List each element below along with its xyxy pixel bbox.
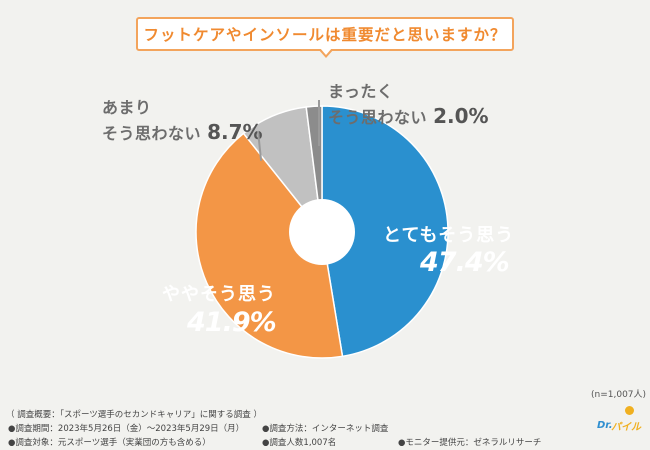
title-pointer-inner xyxy=(320,48,332,55)
slice-label-not-much-line2: そう思わない xyxy=(102,124,202,143)
slice-very-much xyxy=(321,105,449,358)
slice-somewhat xyxy=(195,132,344,359)
logo-text-a: Dr. xyxy=(597,420,613,431)
slice-label-somewhat: ややそう思う xyxy=(162,284,276,305)
slice-label-very-much: とてもそう思う xyxy=(383,225,515,246)
slice-label-not-at-all-line1: まったく xyxy=(328,82,394,101)
footer-overview: （ 調査概要：「スポーツ選手のセカンドキャリア」に関する調査 ） xyxy=(6,410,262,420)
slice-pct-very-much: 47.4% xyxy=(420,247,510,278)
sample-size: (n=1,007人) xyxy=(591,390,647,400)
slice-pct-somewhat: 41.9% xyxy=(187,307,277,338)
logo-text-b: パイル xyxy=(611,422,641,433)
slice-label-not-at-all-line2: そう思わない xyxy=(328,108,428,127)
footer-count: ●調査人数1,007名 xyxy=(262,438,337,448)
slice-label-not-much-line2-wrap: そう思わない 8.7% xyxy=(102,120,263,146)
slice-label-not-at-all-line2-wrap: そう思わない 2.0% xyxy=(328,104,489,130)
chart-title: フットケアやインソールは重要だと思いますか？ xyxy=(136,17,514,51)
donut-hole xyxy=(289,199,355,265)
logo-dot xyxy=(625,406,634,415)
footer-period: ●調査期間：2023年5月26日（金）～2023年5月29日（月） xyxy=(8,424,245,434)
slice-pct-not-much: 8.7% xyxy=(207,120,263,144)
footer-method: ●調査方法：インターネット調査 xyxy=(262,424,389,434)
slice-label-not-much-line1: あまり xyxy=(102,98,152,117)
leader-line-not-at-all xyxy=(318,100,320,146)
footer-target: ●調査対象：元スポーツ選手（実業団の方も含める） xyxy=(8,438,211,448)
footer-provider: ●モニター提供元：ゼネラルリサーチ xyxy=(398,438,542,448)
slice-pct-not-at-all: 2.0% xyxy=(433,104,489,128)
brand-logo: Dr. パイル xyxy=(597,406,641,444)
